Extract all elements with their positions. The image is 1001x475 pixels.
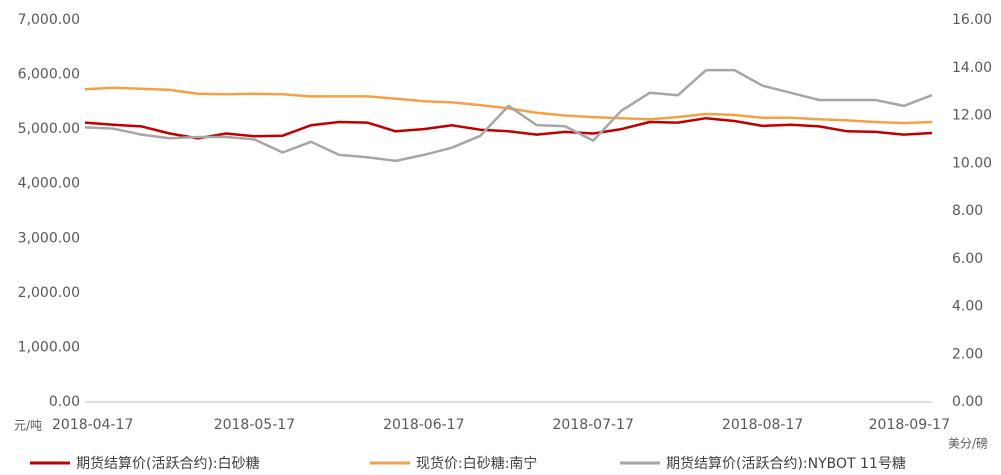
series-line [84,86,933,125]
legend-label: 现货价:白砂糖:南宁 [416,455,537,472]
y2-tick-label: 4.00 [952,299,983,315]
y-tick-label: 2,000.00 [18,285,80,301]
x-tick-label: 2018-04-17 [52,417,133,433]
x-tick-label: 2018-08-17 [722,417,803,433]
y2-tick-label: 10.00 [952,155,992,171]
y-tick-label: 3,000.00 [18,230,80,246]
x-tick-label: 2018-06-17 [383,417,464,433]
y-tick-label: 0.00 [49,394,80,410]
y2-tick-label: 12.00 [952,108,992,124]
y2-tick-label: 0.00 [952,394,983,410]
legend-label: 期货结算价(活跃合约):NYBOT 11号糖 [666,455,906,472]
y-tick-label: 1,000.00 [18,339,80,355]
x-tick-label: 2018-05-17 [214,417,295,433]
legend-label: 期货结算价(活跃合约):白砂糖 [76,455,260,472]
y2-tick-label: 2.00 [952,346,983,362]
y2-tick-label: 8.00 [952,203,983,219]
series-line [84,68,933,163]
y-axis-unit: 元/吨 [14,419,42,433]
y-tick-label: 6,000.00 [18,67,80,83]
x-tick-label: 2018-07-17 [553,417,634,433]
y2-axis-unit: 美分/磅 [948,436,988,451]
y-tick-label: 5,000.00 [18,121,80,137]
x-tick-label: 2018-09-17 [869,417,950,433]
y-tick-label: 7,000.00 [18,12,80,28]
y2-tick-label: 14.00 [952,60,992,76]
y2-tick-label: 16.00 [952,12,992,28]
series-line [84,116,933,140]
y-tick-label: 4,000.00 [18,176,80,192]
y2-tick-label: 6.00 [952,251,983,267]
